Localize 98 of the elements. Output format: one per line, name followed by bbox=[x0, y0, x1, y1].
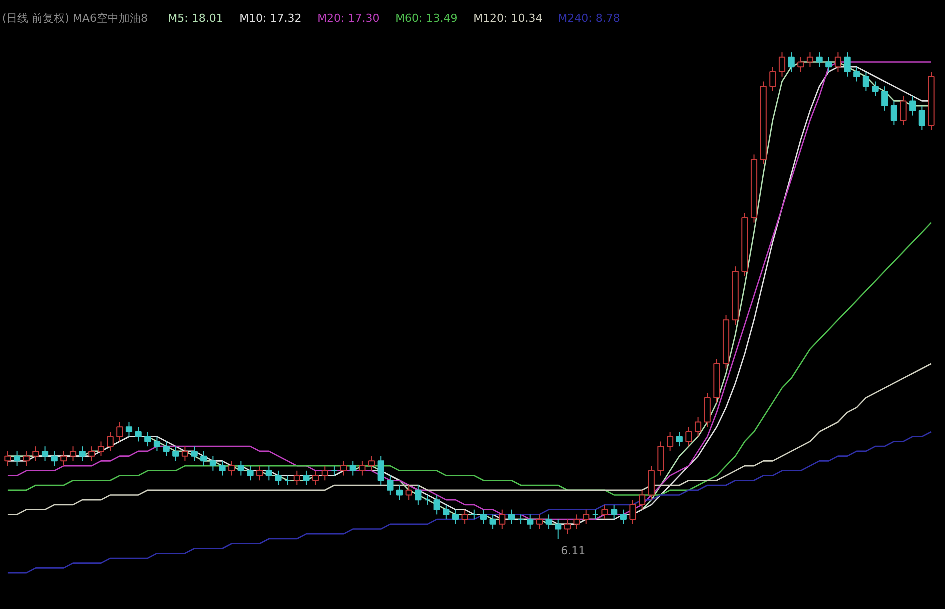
candlestick bbox=[676, 431, 683, 448]
candlestick bbox=[452, 509, 460, 525]
candlestick bbox=[396, 485, 404, 501]
candlestick bbox=[527, 514, 534, 530]
candlestick bbox=[135, 426, 142, 442]
candlestick bbox=[816, 52, 823, 68]
candlestick bbox=[60, 450, 68, 467]
candlestick bbox=[788, 52, 795, 73]
candlestick bbox=[536, 514, 543, 530]
candlestick bbox=[116, 422, 124, 442]
candlestick bbox=[294, 470, 300, 486]
candlestick bbox=[42, 446, 49, 462]
candlestick bbox=[844, 52, 851, 78]
candlestick bbox=[32, 446, 40, 462]
candlestick bbox=[14, 450, 21, 467]
candlestick bbox=[359, 460, 366, 476]
text: M10: 17.32 bbox=[240, 12, 302, 26]
candlestick bbox=[686, 426, 692, 448]
candlestick bbox=[144, 431, 152, 448]
text: M120: 10.34 bbox=[474, 12, 543, 26]
candlestick bbox=[462, 509, 468, 525]
candlestick bbox=[256, 466, 264, 482]
candlestick bbox=[564, 519, 571, 535]
candlestick bbox=[424, 494, 432, 506]
candlestick bbox=[415, 485, 422, 506]
candlestick bbox=[443, 504, 450, 520]
candlestick bbox=[592, 509, 599, 520]
candlestick bbox=[387, 475, 394, 496]
candlestick bbox=[331, 466, 338, 476]
candlestick bbox=[350, 460, 356, 476]
candlestick bbox=[882, 86, 888, 112]
text: M240: 8.78 bbox=[558, 12, 620, 26]
candlestick bbox=[490, 514, 496, 530]
text: M5: 18.01 bbox=[168, 12, 224, 26]
candlestick bbox=[555, 519, 562, 540]
candlestick bbox=[770, 66, 776, 92]
candlestick bbox=[378, 456, 384, 486]
candlestick bbox=[154, 436, 161, 452]
candlestick bbox=[798, 56, 804, 73]
candlestick bbox=[639, 490, 646, 510]
candlestick bbox=[368, 456, 376, 472]
candlestick bbox=[630, 500, 636, 525]
candlestick bbox=[303, 470, 310, 486]
candlestick bbox=[508, 509, 516, 525]
candlestick bbox=[275, 470, 282, 486]
candlestick bbox=[583, 509, 590, 525]
candlestick bbox=[200, 450, 208, 467]
text: M20: 17.30 bbox=[318, 12, 380, 26]
candlestick bbox=[546, 514, 552, 530]
candlestick bbox=[854, 66, 860, 82]
candlestick bbox=[806, 52, 814, 68]
candlestick bbox=[51, 450, 58, 467]
candlestick bbox=[340, 460, 348, 476]
candlestick bbox=[862, 72, 870, 92]
candlestick bbox=[910, 96, 916, 116]
candlestick bbox=[79, 446, 86, 462]
candlestick bbox=[694, 416, 702, 438]
candlestick bbox=[219, 460, 226, 476]
candlestick bbox=[228, 460, 236, 476]
candlestick bbox=[890, 100, 898, 126]
candlestick bbox=[126, 422, 133, 438]
chart-title: (日线 前复权) MA6空中加油8 bbox=[2, 12, 148, 26]
candlestick bbox=[667, 431, 674, 452]
candlestick bbox=[88, 446, 96, 462]
candlestick bbox=[406, 485, 412, 501]
candlestick bbox=[23, 450, 30, 467]
candlestick bbox=[574, 514, 580, 530]
candlestick bbox=[434, 494, 440, 516]
candlestick bbox=[900, 96, 907, 126]
candlestick bbox=[107, 431, 114, 452]
candlestick bbox=[284, 475, 292, 486]
candlestick bbox=[247, 466, 254, 482]
candlestick bbox=[872, 81, 879, 97]
candlestick bbox=[918, 106, 926, 131]
candlestick bbox=[163, 441, 170, 457]
text: M60: 13.49 bbox=[396, 12, 458, 26]
candlestick bbox=[238, 460, 244, 476]
candlestick bbox=[620, 509, 627, 525]
candlestick bbox=[480, 509, 488, 525]
candlestick bbox=[210, 456, 216, 472]
candlestick bbox=[826, 56, 832, 73]
candlestick bbox=[98, 441, 105, 457]
candlestick bbox=[172, 446, 180, 462]
candlestick bbox=[182, 446, 189, 462]
candlestick bbox=[70, 446, 77, 462]
candlestick bbox=[471, 509, 478, 520]
candlestick bbox=[834, 52, 842, 73]
candlestick bbox=[602, 504, 608, 520]
candlestick bbox=[312, 470, 320, 486]
text: 6.11 bbox=[561, 544, 586, 558]
candlestick bbox=[322, 466, 328, 482]
candlestick bbox=[778, 52, 786, 78]
candlestick bbox=[499, 509, 506, 530]
candlestick bbox=[4, 450, 12, 467]
candlestick bbox=[191, 446, 198, 462]
candlestick bbox=[518, 514, 524, 525]
candlestick bbox=[266, 466, 272, 482]
candlestick bbox=[611, 504, 618, 520]
